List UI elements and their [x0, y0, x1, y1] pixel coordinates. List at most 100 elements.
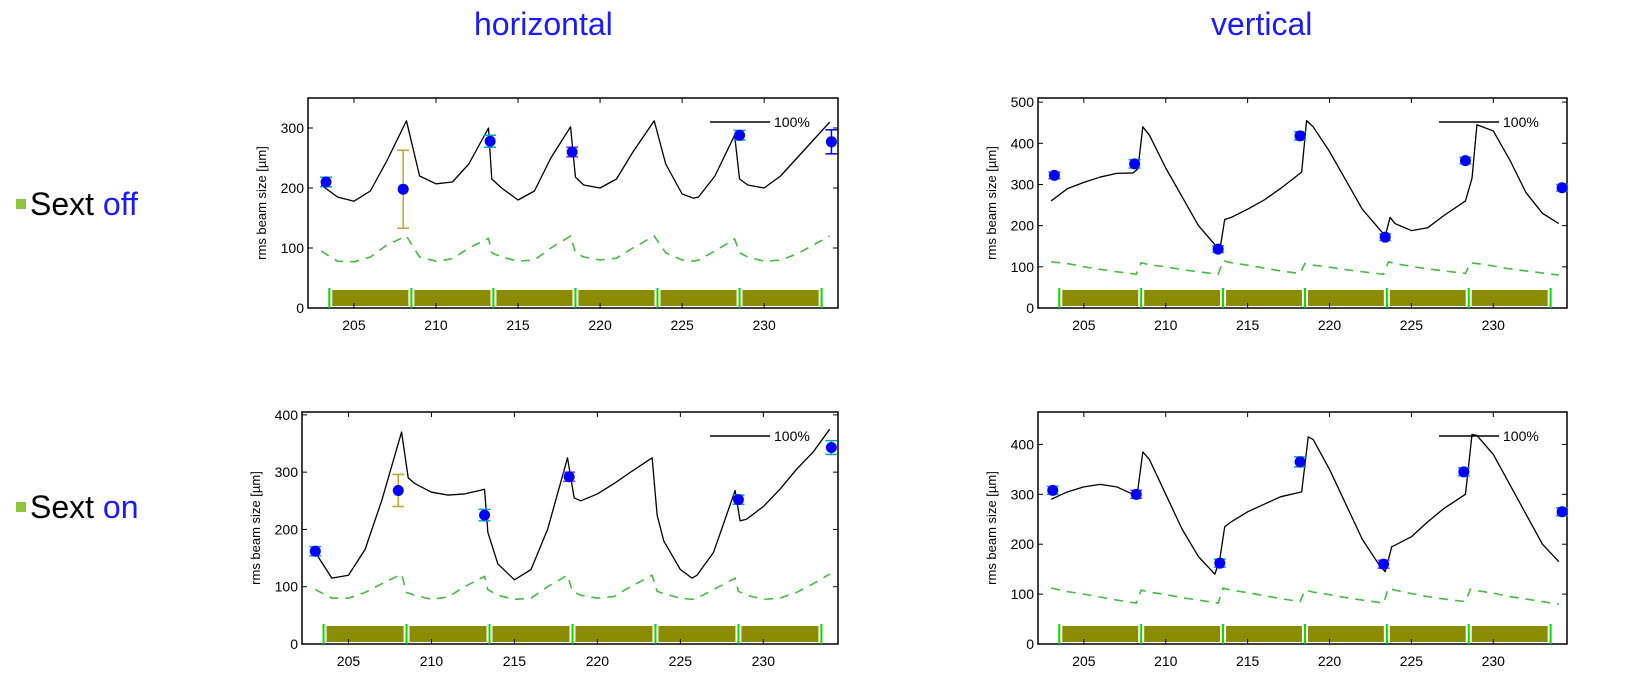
- y-axis-label: rms beam size [µm]: [984, 471, 999, 585]
- measured-point: [1556, 182, 1568, 194]
- magnet-block: [1307, 626, 1384, 642]
- y-axis-label: rms beam size [µm]: [248, 471, 263, 585]
- measured-point: [734, 129, 746, 141]
- measured-point: [1048, 169, 1060, 181]
- measured-point: [320, 176, 332, 188]
- magnet-block: [578, 290, 655, 306]
- measured-point: [825, 442, 837, 454]
- measured-point: [309, 545, 321, 557]
- y-tick-label: 0: [1026, 636, 1034, 652]
- magnet-block: [1144, 626, 1221, 642]
- magnet-block: [1226, 626, 1302, 642]
- measured-point: [825, 136, 837, 148]
- magnet-block: [492, 626, 570, 642]
- x-tick-label: 205: [337, 653, 361, 669]
- design-beam-size-line: [1051, 259, 1559, 276]
- design-beam-size-line: [320, 234, 831, 263]
- x-tick-label: 205: [1072, 317, 1096, 333]
- magnet-block: [1144, 290, 1221, 306]
- measured-point: [732, 494, 744, 506]
- y-tick-label: 300: [1011, 486, 1035, 502]
- measured-point: [1459, 155, 1471, 167]
- y-tick-label: 200: [1011, 536, 1035, 552]
- measured-point: [1294, 130, 1306, 142]
- y-tick-label: 200: [281, 180, 305, 196]
- panel-horiz-off: 205 210 215 220 225 230 0 100 200 300 rms beam siz…: [254, 97, 839, 333]
- y-tick-label: 0: [1026, 300, 1034, 316]
- x-tick-label: 210: [424, 317, 448, 333]
- measured-point: [1129, 158, 1141, 170]
- model-beam-size-line: [1050, 433, 1560, 575]
- magnet-block: [414, 290, 491, 306]
- magnet-block: [658, 626, 736, 642]
- y-tick-label: 200: [1011, 218, 1035, 234]
- legend-label: 100%: [1503, 428, 1539, 444]
- magnet-block: [575, 626, 653, 642]
- row-label-prefix: Sext: [30, 186, 103, 222]
- magnet-block: [1062, 626, 1139, 642]
- magnet-block: [1389, 626, 1466, 642]
- plot-frame: [307, 97, 839, 309]
- measured-point: [392, 484, 404, 496]
- plot-frame: [301, 411, 839, 645]
- magnet-block: [496, 290, 573, 306]
- measured-point: [397, 183, 409, 195]
- bullet-icon: [16, 501, 26, 512]
- x-tick-label: 210: [420, 653, 444, 669]
- x-tick-label: 210: [1154, 317, 1178, 333]
- magnet-block: [1471, 626, 1548, 642]
- measured-point: [1378, 558, 1390, 570]
- y-tick-label: 400: [1011, 436, 1035, 452]
- y-tick-label: 100: [1011, 259, 1035, 275]
- magnet-block: [742, 290, 819, 306]
- x-tick-label: 210: [1154, 653, 1178, 669]
- magnet-block: [332, 290, 409, 306]
- magnet-block: [1062, 290, 1139, 306]
- y-axis-label: rms beam size [µm]: [984, 146, 999, 260]
- x-tick-label: 220: [1318, 653, 1342, 669]
- panel-horiz-on: 205 210 215 220 225 230 0 100 200 300 400 rms beam …: [248, 407, 839, 669]
- measured-point: [1458, 466, 1470, 478]
- measured-point: [1130, 488, 1142, 500]
- design-beam-size-line: [314, 572, 831, 601]
- y-tick-label: 100: [275, 579, 299, 595]
- magnet-block: [409, 626, 487, 642]
- magnet-block: [741, 626, 819, 642]
- measured-point: [1556, 506, 1568, 518]
- x-tick-label: 225: [1400, 653, 1424, 669]
- y-tick-label: 400: [1011, 135, 1035, 151]
- row-label-sext-off: Sext off: [16, 186, 138, 223]
- y-tick-label: 200: [275, 521, 299, 537]
- x-tick-label: 225: [670, 317, 694, 333]
- y-tick-label: 0: [296, 300, 304, 316]
- x-tick-label: 230: [752, 317, 776, 333]
- bullet-icon: [16, 198, 26, 209]
- row-label-prefix: Sext: [30, 489, 103, 525]
- measured-point: [566, 146, 578, 158]
- measured-point: [1047, 484, 1059, 496]
- measured-point: [1214, 557, 1226, 569]
- panel-vert-on: 205 210 215 220 225 230 0 100 200 300 400 rms beam …: [984, 411, 1569, 669]
- y-tick-label: 0: [290, 636, 298, 652]
- measured-point: [484, 135, 496, 147]
- magnet-block: [1471, 290, 1548, 306]
- y-axis-label: rms beam size [µm]: [254, 146, 269, 260]
- plot-frame: [1037, 411, 1568, 645]
- x-tick-label: 215: [506, 317, 530, 333]
- x-tick-label: 220: [588, 317, 612, 333]
- row-label-state: on: [102, 489, 139, 525]
- y-tick-label: 300: [1011, 176, 1035, 192]
- row-label-sext-on: Sext on: [16, 489, 139, 526]
- model-beam-size-line: [320, 120, 831, 202]
- measured-point: [479, 509, 491, 521]
- legend-label: 100%: [1503, 114, 1539, 130]
- x-tick-label: 230: [752, 653, 776, 669]
- x-tick-label: 230: [1482, 653, 1506, 669]
- magnet-block: [1389, 290, 1466, 306]
- x-tick-label: 225: [1400, 317, 1424, 333]
- x-tick-label: 225: [669, 653, 693, 669]
- x-tick-label: 205: [342, 317, 366, 333]
- column-header-horizontal: horizontal: [474, 6, 613, 42]
- column-header-vertical: vertical: [1211, 6, 1313, 42]
